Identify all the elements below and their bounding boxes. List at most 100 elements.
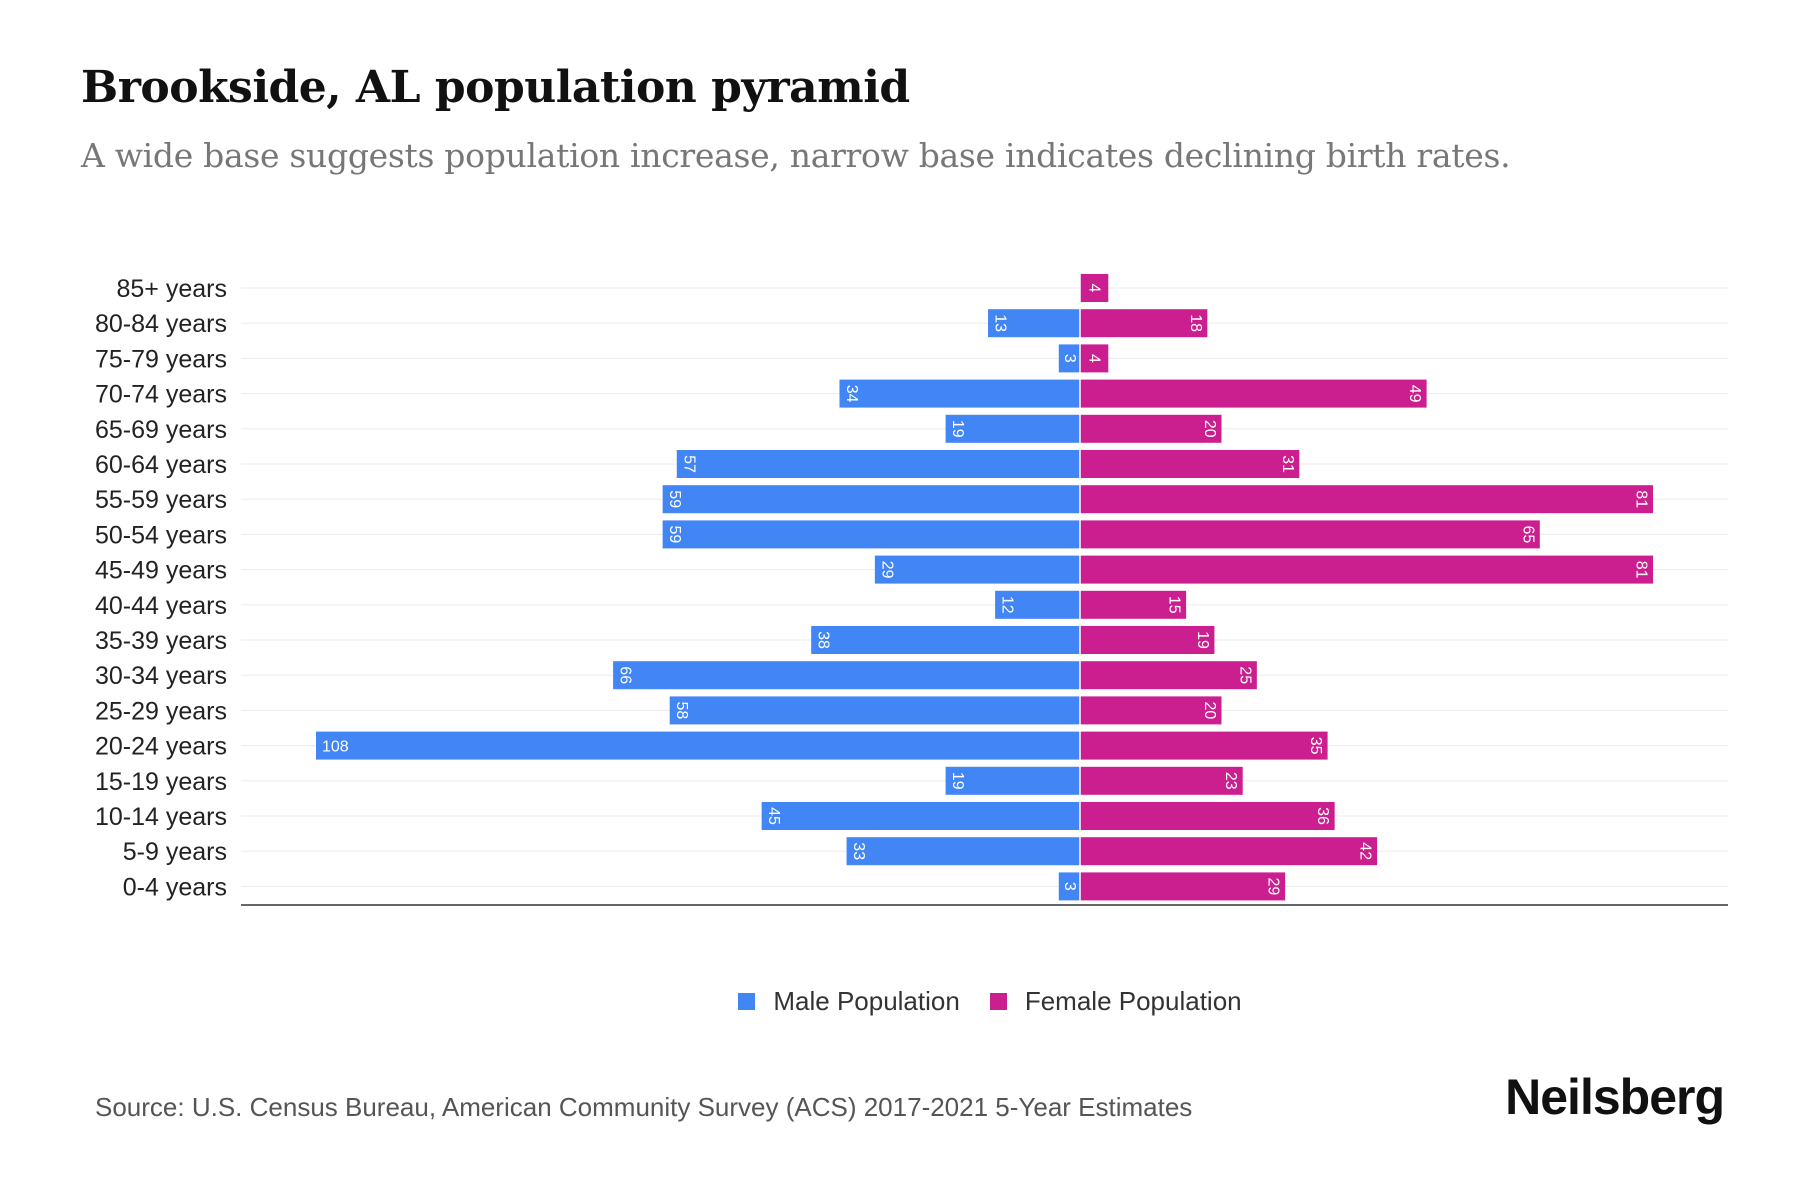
chart-subtitle: A wide base suggests population increase… — [81, 136, 1511, 175]
bar-male — [662, 520, 1080, 549]
data-label: 19 — [949, 772, 966, 790]
data-label: 13 — [992, 314, 1009, 332]
legend-swatch-male — [738, 993, 756, 1010]
bar-female — [1080, 802, 1335, 830]
legend: Male Population Female Population — [0, 986, 1800, 1017]
y-tick-label: 65-69 years — [95, 416, 227, 444]
bar-female — [1080, 696, 1222, 725]
data-label: 81 — [1633, 561, 1650, 579]
bar-female — [1080, 414, 1222, 443]
bar-female — [1080, 731, 1328, 760]
legend-label-male: Male Population — [773, 986, 960, 1016]
bar-male — [662, 485, 1080, 514]
y-tick-label: 10-14 years — [95, 803, 227, 831]
data-label: 31 — [1279, 455, 1296, 473]
data-label: 57 — [680, 455, 697, 473]
bar-male — [1058, 344, 1080, 373]
data-label: 58 — [673, 702, 690, 720]
y-tick-label: 60-64 years — [95, 451, 227, 479]
bar-male — [945, 414, 1080, 443]
bar-female — [1080, 837, 1378, 866]
y-tick-label: 25-29 years — [95, 697, 227, 725]
data-label: 20 — [1201, 702, 1218, 720]
y-tick-label: 5-9 years — [123, 838, 227, 866]
neilsberg-logo: Neilsberg — [1505, 1069, 1725, 1125]
data-label: 3 — [1061, 354, 1078, 363]
bar-female — [1080, 344, 1109, 373]
data-label: 66 — [617, 666, 634, 684]
data-label: 29 — [878, 561, 895, 579]
source-note: Source: U.S. Census Bureau, American Com… — [95, 1092, 1193, 1122]
bar-male — [1058, 872, 1080, 901]
y-tick-label: 50-54 years — [95, 521, 227, 549]
data-label: 59 — [666, 526, 683, 544]
data-label: 38 — [815, 631, 832, 649]
bar-male — [874, 555, 1080, 584]
data-label: 36 — [1314, 807, 1331, 825]
legend-label-female: Female Population — [1024, 986, 1242, 1016]
bar-male — [811, 626, 1080, 654]
data-label: 81 — [1633, 490, 1650, 508]
y-tick-label: 80-84 years — [95, 310, 227, 338]
bar-female — [1080, 661, 1257, 690]
data-label: 35 — [1307, 737, 1324, 755]
data-label: 25 — [1236, 666, 1253, 684]
bar-female — [1080, 274, 1109, 302]
y-tick-label: 0-4 years — [123, 873, 227, 901]
y-tick-label: 70-74 years — [95, 381, 227, 409]
bar-male — [995, 590, 1080, 619]
legend-item-female[interactable]: Female Population — [989, 986, 1242, 1017]
bar-female — [1080, 485, 1653, 514]
data-label: 45 — [765, 807, 782, 825]
y-tick-label: 75-79 years — [95, 345, 227, 373]
bar-male — [676, 450, 1080, 478]
legend-swatch-female — [989, 993, 1007, 1010]
data-label: 19 — [1194, 631, 1211, 649]
data-label: 59 — [666, 490, 683, 508]
bar-female — [1080, 309, 1208, 338]
data-label: 18 — [1187, 314, 1204, 332]
y-tick-label: 30-34 years — [95, 662, 227, 690]
bar-male — [613, 661, 1080, 690]
data-label: 19 — [949, 420, 966, 438]
data-label: 3 — [1061, 882, 1078, 891]
y-tick-label: 85+ years — [117, 275, 228, 303]
legend-item-male[interactable]: Male Population — [738, 986, 960, 1017]
bar-male — [945, 766, 1080, 795]
chart-title: Brookside, AL population pyramid — [81, 62, 910, 113]
data-label: 23 — [1222, 772, 1239, 790]
bar-female — [1080, 379, 1427, 408]
data-label: 42 — [1357, 842, 1374, 860]
bar-male — [669, 696, 1080, 725]
bar-female — [1080, 766, 1243, 795]
data-label: 20 — [1201, 420, 1218, 438]
y-tick-label: 45-49 years — [95, 557, 227, 585]
data-label: 4 — [1086, 354, 1103, 363]
y-tick-label: 15-19 years — [95, 768, 227, 796]
data-label: 49 — [1406, 385, 1423, 403]
y-tick-label: 35-39 years — [95, 627, 227, 655]
data-label: 65 — [1519, 526, 1536, 544]
data-label: 108 — [322, 739, 349, 756]
bar-female — [1080, 590, 1187, 619]
data-label: 33 — [850, 842, 867, 860]
bar-male — [316, 731, 1080, 760]
bar-male — [846, 837, 1080, 866]
data-label: 29 — [1265, 878, 1282, 896]
data-label: 34 — [843, 385, 860, 403]
bar-female — [1080, 520, 1540, 549]
bar-male — [988, 309, 1080, 338]
bar-female — [1080, 872, 1286, 901]
data-label: 4 — [1086, 284, 1103, 293]
data-label: 12 — [999, 596, 1016, 614]
bar-female — [1080, 450, 1300, 478]
bar-male — [761, 802, 1080, 830]
y-tick-label: 20-24 years — [95, 733, 227, 761]
y-tick-label: 40-44 years — [95, 592, 227, 620]
bar-female — [1080, 555, 1653, 584]
data-label: 15 — [1166, 596, 1183, 614]
bar-male — [839, 379, 1080, 408]
bar-female — [1080, 626, 1215, 654]
y-tick-label: 55-59 years — [95, 486, 227, 514]
